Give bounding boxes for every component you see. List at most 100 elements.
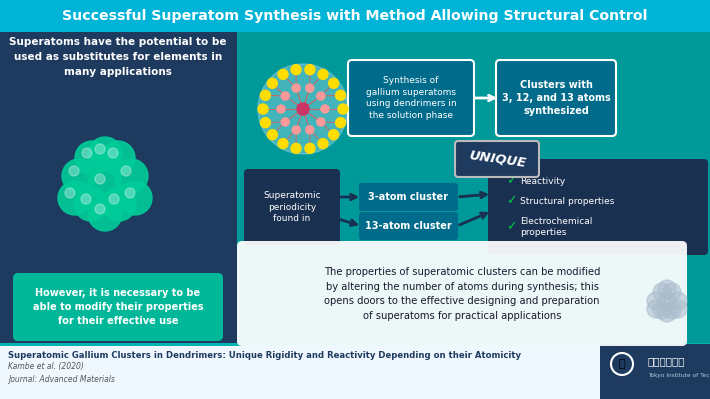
FancyBboxPatch shape xyxy=(0,343,710,346)
Circle shape xyxy=(268,130,278,140)
Circle shape xyxy=(82,148,92,158)
Circle shape xyxy=(278,138,288,149)
Text: Journal: Advanced Materials: Journal: Advanced Materials xyxy=(8,375,115,383)
FancyBboxPatch shape xyxy=(0,0,710,32)
Circle shape xyxy=(261,118,271,128)
Circle shape xyxy=(669,300,687,318)
Text: Synthesis of
gallium superatoms
using dendrimers in
the solution phase: Synthesis of gallium superatoms using de… xyxy=(366,76,457,120)
FancyBboxPatch shape xyxy=(600,344,710,399)
Text: 13-atom cluster: 13-atom cluster xyxy=(365,221,452,231)
Circle shape xyxy=(305,65,315,75)
Circle shape xyxy=(321,105,329,113)
Text: Reactivity: Reactivity xyxy=(520,176,565,186)
Circle shape xyxy=(102,187,136,221)
Circle shape xyxy=(88,137,122,171)
FancyBboxPatch shape xyxy=(496,60,616,136)
FancyBboxPatch shape xyxy=(0,32,237,344)
Circle shape xyxy=(281,118,289,126)
FancyBboxPatch shape xyxy=(488,159,708,255)
Circle shape xyxy=(291,65,301,75)
FancyBboxPatch shape xyxy=(244,169,340,245)
Circle shape xyxy=(58,181,92,215)
Circle shape xyxy=(317,118,324,126)
FancyBboxPatch shape xyxy=(13,273,223,341)
Circle shape xyxy=(88,167,122,201)
Circle shape xyxy=(121,166,131,176)
Circle shape xyxy=(95,204,105,214)
FancyBboxPatch shape xyxy=(455,141,539,177)
Circle shape xyxy=(74,187,108,221)
Text: Tokyo Institute of Technology: Tokyo Institute of Technology xyxy=(648,373,710,377)
Circle shape xyxy=(669,292,687,310)
Circle shape xyxy=(101,141,135,175)
Circle shape xyxy=(108,148,118,158)
Text: UNIQUE: UNIQUE xyxy=(467,148,527,170)
Text: 🏛: 🏛 xyxy=(618,359,626,369)
Circle shape xyxy=(95,144,105,154)
FancyBboxPatch shape xyxy=(359,183,458,211)
FancyBboxPatch shape xyxy=(237,32,710,344)
Text: However, it is necessary to be
able to modify their properties
for their effecti: However, it is necessary to be able to m… xyxy=(33,288,203,326)
Circle shape xyxy=(95,174,105,184)
Text: Superatomic
periodicity
found in: Superatomic periodicity found in xyxy=(263,191,321,223)
Circle shape xyxy=(278,69,288,79)
Text: Electrochemical
properties: Electrochemical properties xyxy=(520,217,592,237)
Circle shape xyxy=(75,141,109,175)
Text: The properties of superatomic clusters can be modified
by altering the number of: The properties of superatomic clusters c… xyxy=(324,267,600,321)
Circle shape xyxy=(653,301,671,319)
Circle shape xyxy=(293,84,300,92)
Text: Kambe et al. (2020): Kambe et al. (2020) xyxy=(8,363,84,371)
Text: 3-atom cluster: 3-atom cluster xyxy=(368,192,448,202)
FancyBboxPatch shape xyxy=(359,212,458,240)
Text: Clusters with
3, 12, and 13 atoms
synthesized: Clusters with 3, 12, and 13 atoms synthe… xyxy=(502,80,611,116)
Text: ✓: ✓ xyxy=(506,221,516,233)
Circle shape xyxy=(663,301,681,319)
Text: Superatomic Gallium Clusters in Dendrimers: Unique Rigidity and Reactivity Depen: Superatomic Gallium Clusters in Dendrime… xyxy=(8,350,521,359)
Circle shape xyxy=(318,69,328,79)
Circle shape xyxy=(329,78,339,88)
Circle shape xyxy=(336,90,346,100)
Circle shape xyxy=(663,283,681,301)
Circle shape xyxy=(647,292,665,310)
Circle shape xyxy=(329,130,339,140)
Circle shape xyxy=(305,143,315,153)
Circle shape xyxy=(647,300,665,318)
Circle shape xyxy=(258,104,268,114)
Circle shape xyxy=(317,92,324,100)
Circle shape xyxy=(306,84,314,92)
Text: ✓: ✓ xyxy=(506,194,516,207)
Circle shape xyxy=(277,105,285,113)
Text: Structural properties: Structural properties xyxy=(520,196,614,205)
FancyBboxPatch shape xyxy=(0,344,710,399)
Circle shape xyxy=(62,159,96,193)
Text: ✓: ✓ xyxy=(506,174,516,188)
Circle shape xyxy=(261,90,271,100)
Circle shape xyxy=(318,138,328,149)
Circle shape xyxy=(109,194,119,204)
Circle shape xyxy=(258,64,348,154)
Circle shape xyxy=(336,118,346,128)
Circle shape xyxy=(658,280,676,298)
Circle shape xyxy=(125,188,135,198)
Text: Superatoms have the potential to be
used as substitutes for elements in
many app: Superatoms have the potential to be used… xyxy=(9,37,226,77)
Circle shape xyxy=(268,78,278,88)
Circle shape xyxy=(658,292,676,310)
Circle shape xyxy=(658,304,676,322)
Circle shape xyxy=(293,126,300,134)
Circle shape xyxy=(281,92,289,100)
Circle shape xyxy=(297,103,309,115)
Circle shape xyxy=(114,159,148,193)
Text: 東京工業大学: 東京工業大学 xyxy=(648,356,685,366)
Circle shape xyxy=(338,104,348,114)
Circle shape xyxy=(306,126,314,134)
Circle shape xyxy=(118,181,152,215)
Circle shape xyxy=(653,283,671,301)
FancyBboxPatch shape xyxy=(348,60,474,136)
Text: Successful Superatom Synthesis with Method Allowing Structural Control: Successful Superatom Synthesis with Meth… xyxy=(62,9,648,23)
Circle shape xyxy=(69,166,79,176)
Circle shape xyxy=(88,197,122,231)
Circle shape xyxy=(81,194,91,204)
FancyBboxPatch shape xyxy=(237,241,687,346)
Circle shape xyxy=(65,188,75,198)
Circle shape xyxy=(291,143,301,153)
